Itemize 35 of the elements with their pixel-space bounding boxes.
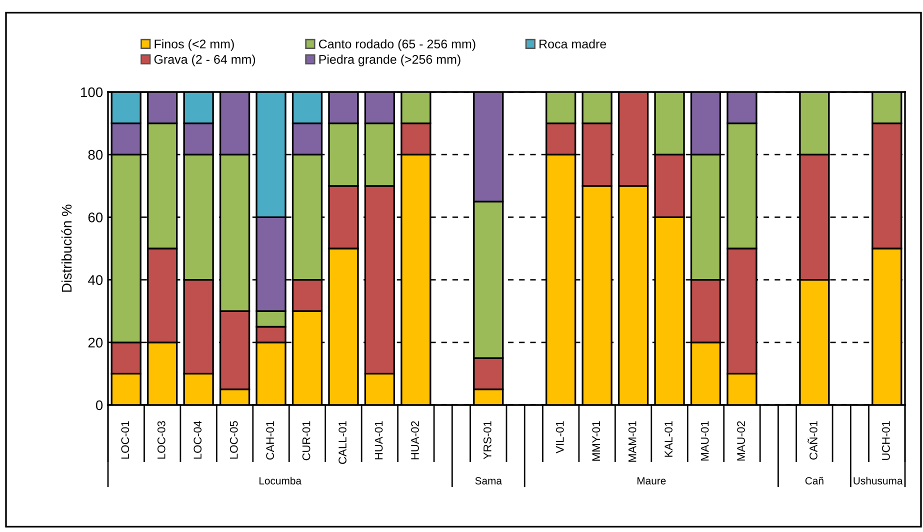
legend-label: Piedra grande (>256 mm) bbox=[319, 54, 460, 66]
x-tick-label: UCH-01 bbox=[882, 421, 890, 460]
x-tick-label: LOC-04 bbox=[194, 420, 202, 459]
y-tick-label: 80 bbox=[88, 150, 103, 160]
legend-label: Grava (2 - 64 mm) bbox=[154, 54, 256, 66]
x-tick-label: CAH-01 bbox=[266, 421, 274, 460]
x-tick-label: CAÑ-01 bbox=[808, 421, 818, 460]
x-tick-label: LOC-03 bbox=[157, 421, 166, 459]
x-tick-label: LOC-05 bbox=[230, 421, 238, 459]
text: Cañ bbox=[805, 476, 824, 484]
x-tick-label: MMY-01 bbox=[592, 421, 600, 461]
text: Ushusuma bbox=[854, 476, 903, 484]
x-tick-label: MAU-02 bbox=[737, 421, 745, 460]
text: Maure bbox=[638, 477, 666, 484]
legend-label: Finos (<2 mm) bbox=[154, 39, 234, 51]
y-tick-label: 0 bbox=[96, 400, 103, 410]
x-tick-label: KAL-01 bbox=[664, 421, 673, 457]
y-axis-title: Distribución % bbox=[61, 204, 72, 292]
y-tick-label: 60 bbox=[88, 212, 103, 222]
text: Sama bbox=[475, 477, 502, 484]
text: Locumba bbox=[260, 476, 302, 484]
x-tick-label: HUA-02 bbox=[411, 421, 419, 460]
x-tick-label: VIL-01 bbox=[556, 421, 564, 454]
legend-label: Roca madre bbox=[540, 39, 606, 48]
x-tick-label: CALL-01 bbox=[338, 421, 346, 464]
x-tick-label: MAM-01 bbox=[628, 421, 636, 462]
y-tick-label: 100 bbox=[81, 87, 103, 98]
y-tick-label: 20 bbox=[88, 338, 103, 348]
x-tick-label: CUR-01 bbox=[302, 421, 310, 460]
legend-label: Canto rodado (65 - 256 mm) bbox=[318, 39, 476, 51]
x-tick-label: LOC-01 bbox=[121, 421, 130, 459]
x-tick-label: HUA-01 bbox=[374, 421, 383, 460]
x-tick-label: YRS-01 bbox=[484, 421, 492, 460]
x-tick-label: MAU-01 bbox=[700, 421, 709, 460]
y-tick-label: 40 bbox=[88, 275, 103, 285]
